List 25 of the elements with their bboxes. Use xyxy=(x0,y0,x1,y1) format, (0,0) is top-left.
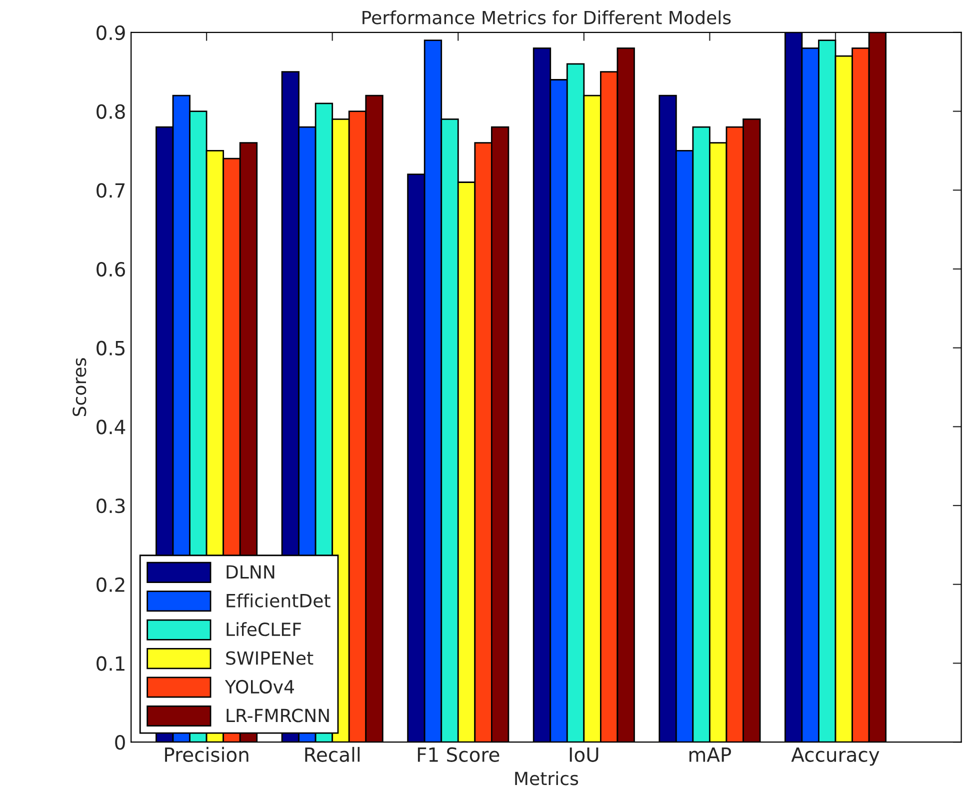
y-tick-label: 0.6 xyxy=(96,262,125,277)
legend-label: SWIPENet xyxy=(226,651,314,665)
x-tick-label: Recall xyxy=(305,746,360,762)
legend-label: LifeCLEF xyxy=(226,622,301,636)
legend-label: LR-FMRCNN xyxy=(226,708,329,722)
legend-label: DLNN xyxy=(226,565,274,578)
legend-label: YOLOv4 xyxy=(224,680,294,694)
y-tick-label: 0.5 xyxy=(96,340,125,356)
x-axis-title: Metrics xyxy=(515,771,578,786)
chart-title: Performance Metrics for Different Models xyxy=(362,10,731,24)
y-tick-label: 0.4 xyxy=(96,420,126,434)
x-tick-label: Precision xyxy=(165,746,248,762)
y-tick-label: 0.2 xyxy=(96,577,124,592)
x-tick-label: IoU xyxy=(570,748,598,762)
x-tick-label: F1 Score xyxy=(418,747,500,762)
y-tick-label: 0.3 xyxy=(96,498,125,514)
y-tick-label: 0.7 xyxy=(96,183,125,198)
y-axis-title: Scores xyxy=(72,358,86,416)
y-tick-label: 0.1 xyxy=(96,656,124,671)
legend-label: EfficientDet xyxy=(226,593,330,608)
y-tick-label: 0.9 xyxy=(96,25,125,40)
y-tick-label: 0 xyxy=(115,735,125,750)
x-tick-label: mAP xyxy=(689,748,732,762)
x-tick-label: Accuracy xyxy=(791,748,880,766)
y-tick-label: 0.8 xyxy=(96,104,125,119)
